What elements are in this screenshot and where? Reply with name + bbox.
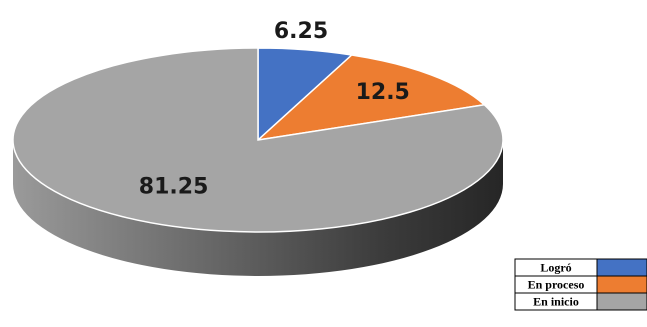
legend: Logró En proceso En inicio (514, 258, 647, 311)
legend-label-logro: Logró (540, 260, 571, 274)
data-label-en-proceso: 12.5 (356, 80, 410, 105)
pie-side-wall (13, 140, 503, 276)
data-label-en-inicio: 81.25 (139, 174, 209, 199)
legend-label-en-inicio: En inicio (533, 294, 579, 308)
legend-label-en-proceso: En proceso (528, 277, 585, 291)
legend-swatch-en-inicio (596, 292, 647, 311)
legend-swatch-logro (596, 258, 647, 277)
pie-slices (12, 47, 504, 233)
legend-swatch-en-proceso (596, 275, 647, 294)
data-label-logro: 6.25 (274, 19, 328, 44)
pie-side-wall-shape (13, 140, 503, 276)
pie-slice-en-proceso (255, 54, 487, 142)
pie-data-labels: 6.25 12.5 81.25 (139, 19, 410, 199)
pie-slice-en-inicio (12, 47, 504, 233)
